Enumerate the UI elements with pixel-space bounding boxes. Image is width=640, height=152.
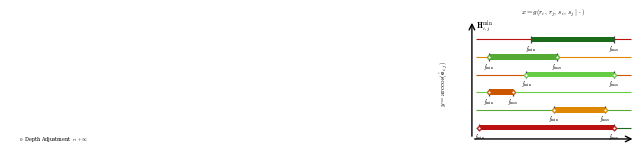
Text: $0$  Depth Adjustment  $r_i + \infty$: $0$ Depth Adjustment $r_i + \infty$ bbox=[19, 135, 88, 144]
Text: $x = g(r_i,\, r_j,\, s_i,\, s_j \mid \cdot)$: $x = g(r_i,\, r_j,\, s_i,\, s_j \mid \cd… bbox=[521, 8, 586, 19]
Text: $f_{\min}$: $f_{\min}$ bbox=[521, 79, 532, 89]
Text: $f_{\min}$: $f_{\min}$ bbox=[474, 132, 485, 142]
Text: $f_{\max}$: $f_{\max}$ bbox=[608, 79, 620, 89]
Bar bbox=[488, 89, 513, 95]
Text: $f_{\min}$: $f_{\min}$ bbox=[525, 44, 536, 54]
Text: $f_{\max}$: $f_{\max}$ bbox=[608, 132, 620, 142]
Text: $f_{\min}$: $f_{\min}$ bbox=[483, 62, 494, 72]
Bar bbox=[554, 107, 605, 113]
Bar bbox=[488, 54, 557, 60]
Text: $f_{\max}$: $f_{\max}$ bbox=[608, 44, 620, 54]
Text: $f_{\max}$: $f_{\max}$ bbox=[599, 114, 611, 124]
Bar bbox=[526, 72, 614, 78]
Text: $f_{\max}$: $f_{\max}$ bbox=[507, 97, 518, 107]
Text: $f_{\min}$: $f_{\min}$ bbox=[548, 114, 559, 124]
Text: $f_{\max}$: $f_{\max}$ bbox=[550, 62, 563, 72]
Bar bbox=[479, 125, 614, 130]
Text: $f_{\min}$: $f_{\min}$ bbox=[483, 97, 494, 107]
Bar bbox=[531, 37, 614, 42]
Text: $\mathbf{H}^{\min}_{i,j}$: $\mathbf{H}^{\min}_{i,j}$ bbox=[476, 19, 493, 34]
Text: $y = \arccos(\hat{\mathbf{e}}_{i,j})$: $y = \arccos(\hat{\mathbf{e}}_{i,j})$ bbox=[438, 60, 449, 107]
